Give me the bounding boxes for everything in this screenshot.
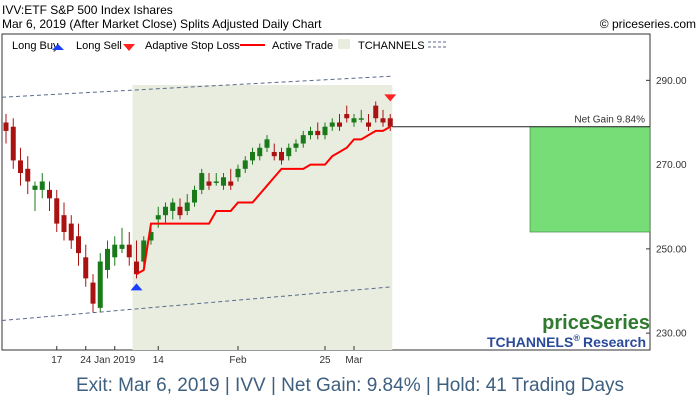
net-gain-box [529, 126, 651, 233]
candle-body [148, 232, 154, 241]
candle-body [32, 185, 38, 190]
candle-body [90, 282, 96, 304]
tchannels-research-brand: TCHANNELS® Research [487, 333, 646, 350]
candle-body [387, 118, 393, 127]
x-tick-label: 25 [319, 355, 331, 366]
candle-body [83, 257, 89, 279]
candle-body [228, 181, 234, 186]
y-tick-label: 270.00 [656, 160, 687, 171]
candle-body [76, 236, 81, 254]
candle-body [54, 198, 60, 224]
candle-body [184, 202, 190, 211]
legend: Long Buy Long Sell Adaptive Stop Loss Ac… [12, 39, 446, 52]
candle-body [373, 105, 379, 119]
candle-body [10, 126, 16, 161]
candle-body [3, 122, 9, 131]
buy-arrow-icon [52, 44, 64, 50]
candle-body [61, 215, 67, 233]
candle-body [39, 181, 45, 190]
candle-body [68, 223, 74, 241]
candle-body [47, 189, 52, 199]
candle-body [293, 143, 299, 148]
candle-body [380, 118, 386, 123]
x-tick-label: Mar [345, 355, 363, 366]
candle-body [366, 122, 371, 127]
candle-body [112, 244, 118, 258]
adaptive-stop-loss-line [135, 125, 391, 276]
y-tick-label: 230.00 [656, 329, 687, 340]
priceseries-logo: priceSeries [542, 312, 650, 334]
candle-body [25, 168, 31, 182]
candle-body [221, 177, 226, 186]
candle-body [322, 126, 328, 136]
candle-body [264, 139, 270, 148]
net-gain-label: Net Gain 9.84% [574, 115, 645, 126]
candle-body [192, 189, 197, 203]
trade-summary-footer: Exit: Mar 6, 2019 | IVV | Net Gain: 9.84… [76, 375, 624, 396]
y-tick-label: 290.00 [656, 76, 687, 87]
candle-body [329, 122, 335, 127]
sell-arrow-icon [123, 44, 135, 51]
candle-body [199, 173, 205, 190]
long-sell-arrow [384, 94, 397, 102]
candle-body [337, 122, 342, 127]
candle-body [163, 206, 168, 216]
candle-body [141, 240, 147, 262]
candle-body [315, 130, 321, 136]
chart-subtitle: Mar 6, 2019 (After Market Close) Splits … [2, 17, 322, 31]
legend-long-buy: Long Buy [12, 40, 59, 52]
x-tick-label: Feb [229, 355, 247, 366]
candle-body [250, 151, 255, 161]
candle-body [286, 147, 292, 157]
candle-body [119, 244, 125, 249]
candle-body [358, 118, 364, 120]
candle-body [351, 118, 357, 123]
chart-title: IVV:ETF S&P 500 Index Ishares [2, 3, 173, 17]
active-trade-swatch-icon [338, 39, 350, 49]
candle-body [308, 130, 313, 136]
x-tick-label: Jan 2019 [94, 355, 136, 366]
candle-body [344, 114, 350, 119]
copyright-link[interactable]: © priceseries.com [600, 17, 696, 31]
candle-body [257, 147, 263, 157]
candle-body [177, 206, 183, 216]
legend-tchannels: TCHANNELS [358, 40, 425, 52]
candle-body [105, 248, 110, 270]
x-tick-label: 17 [51, 355, 63, 366]
y-tick-label: 250.00 [656, 244, 687, 255]
candle-body [170, 202, 176, 211]
candle-body [97, 261, 103, 308]
tchannel-upper-line [1, 75, 393, 98]
legend-active-trade: Active Trade [272, 40, 333, 52]
active-trade-region [132, 85, 393, 350]
legend-adaptive-stop: Adaptive Stop Loss [145, 40, 240, 52]
candle-body [271, 151, 277, 157]
candle-body [235, 168, 241, 178]
candle-body [206, 181, 212, 186]
candle-body [155, 215, 161, 220]
x-tick-label: 24 [80, 355, 92, 366]
x-tick-label: 14 [153, 355, 165, 366]
candle-body [126, 244, 132, 258]
legend-long-sell: Long Sell [76, 40, 122, 52]
tchannel-lower-line [1, 286, 393, 322]
long-buy-arrow [130, 283, 143, 291]
candle-body [18, 160, 23, 174]
candle-body [242, 160, 248, 169]
candle-body [213, 181, 219, 183]
candle-body [279, 151, 284, 161]
candle-body [300, 135, 306, 144]
candle-body [134, 261, 139, 275]
